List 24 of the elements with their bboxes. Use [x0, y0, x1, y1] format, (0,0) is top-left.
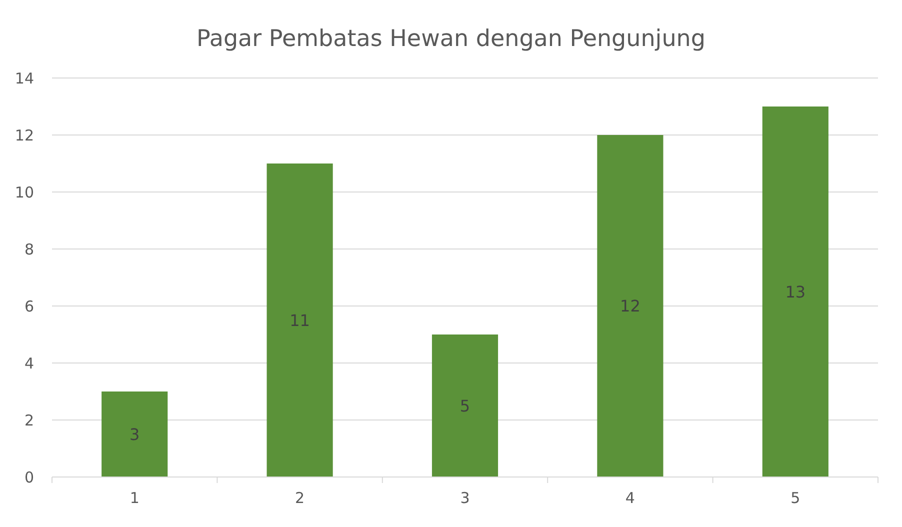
bar — [597, 135, 664, 477]
y-tick-label: 10 — [14, 183, 34, 202]
x-tick-label: 5 — [790, 489, 800, 507]
y-tick-label: 12 — [14, 126, 34, 144]
y-tick-label: 0 — [24, 468, 34, 486]
y-tick-label: 2 — [24, 411, 34, 430]
bar — [432, 334, 498, 477]
bar — [266, 164, 333, 477]
y-tick-label: 14 — [14, 69, 34, 88]
y-tick-label: 8 — [24, 240, 34, 258]
chart-title: Pagar Pembatas Hewan dengan Pengunjung — [196, 26, 706, 52]
data-label: 12 — [620, 296, 640, 316]
bar — [762, 106, 828, 477]
data-label: 5 — [460, 396, 470, 416]
data-label: 3 — [130, 424, 140, 444]
y-tick-label: 6 — [24, 297, 34, 316]
bar — [102, 392, 168, 477]
x-tick-label: 3 — [460, 489, 470, 507]
x-tick-label: 1 — [130, 489, 140, 507]
data-label: 11 — [290, 310, 310, 330]
data-label: 13 — [785, 282, 806, 302]
x-tick-label: 4 — [625, 489, 635, 507]
x-tick-label: 2 — [295, 489, 305, 507]
y-tick-label: 4 — [24, 354, 34, 372]
